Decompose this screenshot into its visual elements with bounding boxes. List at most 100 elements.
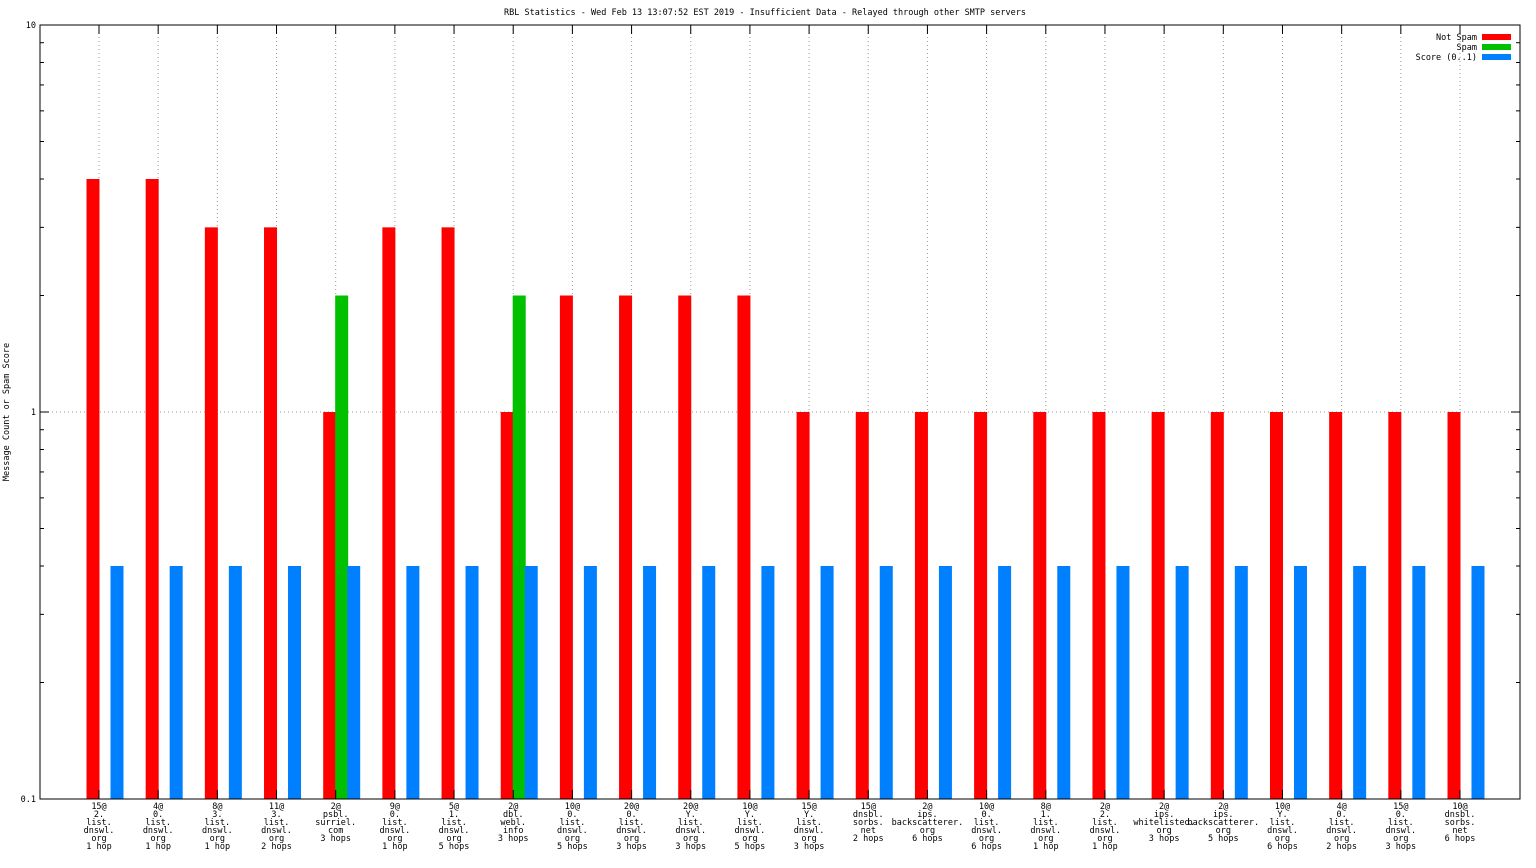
- x-tick-label: 4@ 0. list. dnswl. org 2 hops: [1326, 802, 1357, 852]
- x-tick-label-line: 3 hops: [1385, 842, 1416, 852]
- x-tick-label: 15@ dnsbl. sorbs. net 2 hops: [853, 802, 884, 844]
- bar-score-0-1: [879, 566, 893, 799]
- bar-not-spam: [855, 412, 869, 799]
- x-tick-label-line: 3 hops: [794, 842, 825, 852]
- x-tick-label-line: dnswl.: [1326, 826, 1357, 836]
- x-tick-label-line: org: [1038, 834, 1053, 844]
- x-tick-label-line: 20@: [624, 802, 639, 812]
- x-tick-label: 9@ 0. list. dnswl. org 1 hop: [380, 802, 411, 852]
- x-tick-label-line: net: [1452, 826, 1467, 836]
- bar-score-0-1: [1353, 566, 1367, 799]
- bar-not-spam: [264, 227, 278, 800]
- bar-score-0-1: [110, 566, 124, 799]
- x-tick-label-line: 5 hops: [1208, 834, 1239, 844]
- x-tick-label-line: 2@: [1100, 802, 1110, 812]
- bar-not-spam: [559, 295, 573, 799]
- x-tick-label-line: 0.: [981, 810, 991, 820]
- x-tick-label-line: 1 hop: [145, 842, 171, 852]
- x-tick-label-line: list.: [1270, 818, 1296, 828]
- x-tick-label: 15@ Y. list. dnswl. org 3 hops: [794, 802, 825, 852]
- x-tick-label-line: dnswl.: [1267, 826, 1298, 836]
- legend-swatch: [1482, 44, 1511, 50]
- x-tick-label-line: 10@: [1275, 802, 1290, 812]
- x-tick-label-line: 0.: [390, 810, 400, 820]
- x-tick-label-line: Y.: [686, 810, 696, 820]
- x-tick-label-line: 15@: [801, 802, 816, 812]
- bar-score-0-1: [702, 566, 716, 799]
- x-tick-label: 2@ psbl. surriel. com 3 hops: [315, 802, 356, 844]
- x-tick-label-line: surriel.: [315, 818, 356, 828]
- x-tick-label-line: 10@: [742, 802, 757, 812]
- x-tick-label-line: ips.: [1213, 810, 1233, 820]
- x-tick-label-line: dnswl.: [439, 826, 470, 836]
- x-tick-label-line: info: [503, 826, 523, 836]
- x-tick-label-line: dnswl.: [616, 826, 647, 836]
- x-tick-label-line: dnswl.: [557, 826, 588, 836]
- legend-label: Score (0..1): [1416, 53, 1477, 63]
- x-tick-label-line: dnswl.: [1030, 826, 1061, 836]
- bar-not-spam: [441, 227, 455, 800]
- x-tick-label-line: dnswl.: [794, 826, 825, 836]
- x-tick-label-line: 10@: [979, 802, 994, 812]
- legend-label: Not Spam: [1436, 33, 1477, 43]
- x-tick-label-line: 9@: [390, 802, 400, 812]
- x-tick-label-line: org: [1156, 826, 1171, 836]
- x-tick-label-line: org: [1216, 826, 1231, 836]
- x-tick-label-line: 2@: [508, 802, 518, 812]
- bar-not-spam: [145, 179, 159, 799]
- bar-not-spam: [619, 295, 633, 799]
- bar-not-spam: [382, 227, 396, 800]
- bar-not-spam: [204, 227, 218, 800]
- bar-score-0-1: [938, 566, 952, 799]
- x-tick-label-line: 1.: [449, 810, 459, 820]
- x-tick-label-line: net: [861, 826, 876, 836]
- bar-score-0-1: [1234, 566, 1248, 799]
- y-tick-label: 1: [31, 408, 36, 418]
- x-tick-label: 5@ 1. list. dnswl. org 5 hops: [439, 802, 470, 852]
- x-tick-label-line: 3 hops: [320, 834, 351, 844]
- x-tick-label-line: list.: [796, 818, 822, 828]
- bar-score-0-1: [1057, 566, 1071, 799]
- x-tick-label-line: 2 hops: [853, 834, 884, 844]
- bar-spam: [335, 295, 349, 799]
- bar-not-spam: [1388, 412, 1402, 799]
- x-tick-label: 4@ 0. list. dnswl. org 1 hop: [143, 802, 174, 852]
- bar-spam: [512, 295, 526, 799]
- bar-score-0-1: [643, 566, 657, 799]
- bar-not-spam: [914, 412, 928, 799]
- x-tick-label-line: 6 hops: [1267, 842, 1298, 852]
- x-tick-label-line: 2@: [1159, 802, 1169, 812]
- x-tick-label: 2@ ips. whitelisted. org 3 hops: [1133, 802, 1194, 844]
- x-tick-label-line: org: [1097, 834, 1112, 844]
- x-tick-label: 20@ 0. list. dnswl. org 3 hops: [616, 802, 647, 852]
- x-tick-label-line: 2.: [1100, 810, 1110, 820]
- x-tick-label-line: list.: [145, 818, 171, 828]
- x-tick-label-line: dnswl.: [84, 826, 115, 836]
- x-tick-label-line: com: [328, 826, 343, 836]
- x-tick-label-line: backscatterer.: [892, 818, 964, 828]
- bar-not-spam: [1447, 412, 1461, 799]
- x-tick-label-line: 3.: [212, 810, 222, 820]
- x-tick-label-line: 20@: [683, 802, 698, 812]
- x-tick-label-line: 0.: [1396, 810, 1406, 820]
- x-tick-label-line: dbl.: [503, 810, 523, 820]
- x-tick-label-line: 5 hops: [735, 842, 766, 852]
- x-tick-label-line: 1 hop: [1092, 842, 1118, 852]
- bar-score-0-1: [465, 566, 479, 799]
- bar-score-0-1: [169, 566, 183, 799]
- x-tick-label-line: org: [920, 826, 935, 836]
- x-tick-label-line: list.: [1388, 818, 1414, 828]
- x-tick-label-line: org: [801, 834, 816, 844]
- x-tick-label-line: 15@: [861, 802, 876, 812]
- x-tick-label: 2@ ips. backscatterer. org 5 hops: [1187, 802, 1259, 844]
- x-tick-label-line: list.: [441, 818, 467, 828]
- x-tick-label-line: org: [91, 834, 106, 844]
- x-tick-label: 10@ Y. list. dnswl. org 6 hops: [1267, 802, 1298, 852]
- x-tick-label-line: dnswl.: [202, 826, 233, 836]
- bar-not-spam: [86, 179, 100, 799]
- x-tick-label: 2@ ips. backscatterer. org 6 hops: [892, 802, 964, 844]
- bar-score-0-1: [761, 566, 775, 799]
- x-tick-label-line: 1 hop: [86, 842, 112, 852]
